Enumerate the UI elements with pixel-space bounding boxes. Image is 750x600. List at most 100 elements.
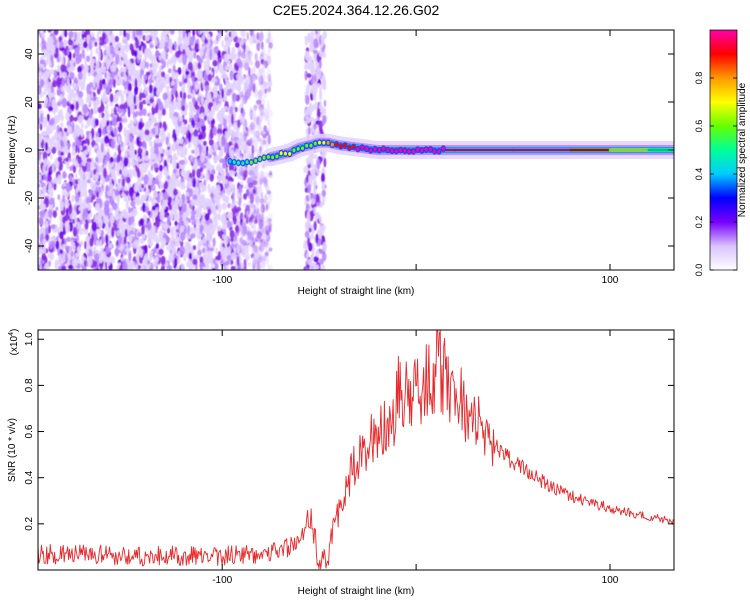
noise-speckle [214,263,219,270]
noise-speckle [255,162,260,170]
noise-speckle [38,85,42,95]
noise-speckle [171,231,175,242]
noise-speckle [40,198,44,205]
noise-speckle [67,124,71,136]
noise-speckle [255,38,259,43]
noise-speckle [220,246,226,257]
noise-speckle [132,226,136,233]
noise-speckle [65,182,71,193]
ridge-blob-core [335,142,339,147]
noise-speckle [182,66,185,76]
ridge-blob-core [352,145,356,149]
noise-speckle [182,53,187,65]
noise-speckle [83,260,87,267]
noise-speckle [175,199,179,210]
noise-speckle [165,73,171,85]
noise-speckle [194,105,200,110]
noise-speckle [166,227,171,234]
noise-speckle [193,129,199,137]
noise-speckle [96,77,100,85]
noise-speckle [225,33,229,39]
ridge-blob-core [292,148,296,153]
noise-speckle [171,71,176,78]
noise-speckle [144,253,149,261]
noise-speckle [224,57,229,63]
noise-speckle [231,136,235,145]
noise-speckle [308,227,312,233]
noise-speckle [135,156,139,167]
noise-speckle [253,209,259,216]
ridge-blob-core [301,146,304,151]
noise-speckle [213,142,218,151]
noise-speckle [313,220,317,231]
noise-speckle [249,242,254,249]
noise-speckle [114,35,120,43]
noise-speckle [94,253,100,262]
noise-speckle [136,169,141,178]
noise-speckle [199,261,204,270]
noise-speckle [268,264,273,270]
noise-speckle [154,122,160,128]
noise-speckle [208,243,212,248]
noise-speckle [202,266,206,270]
ridge-blob-core [429,147,432,152]
noise-speckle [321,264,326,270]
noise-speckle [308,242,313,252]
noise-speckle [151,205,156,211]
noise-speckle [57,179,62,185]
noise-speckle [315,194,320,203]
noise-speckle [42,238,46,247]
noise-speckle [80,191,84,198]
noise-speckle [304,230,310,238]
noise-speckle [141,225,145,235]
noise-speckle [137,50,143,60]
noise-speckle [244,79,249,88]
noise-speckle [317,239,322,244]
noise-speckle [181,193,185,203]
noise-speckle [304,111,309,121]
noise-speckle [265,250,270,257]
noise-speckle [190,214,196,221]
noise-speckle [252,188,256,194]
noise-speckle [221,88,224,99]
noise-speckle [85,96,90,104]
noise-speckle [80,204,86,210]
noise-speckle [123,89,129,95]
noise-speckle [98,30,102,35]
noise-speckle [249,106,253,118]
noise-speckle [139,238,144,245]
noise-speckle [238,76,244,82]
noise-speckle [139,218,145,226]
colorbar-label: Normalized spectral amplitude [737,82,748,217]
noise-speckle [99,239,103,247]
noise-speckle [130,135,134,143]
noise-speckle [50,154,53,160]
noise-speckle [209,247,214,252]
noise-speckle [303,166,309,174]
noise-speckle [126,176,131,184]
noise-speckle [168,177,174,187]
ridge-blob-core [394,149,398,153]
x-tick-label: 100 [602,275,619,286]
noise-speckle [207,208,212,216]
noise-speckle [250,60,254,67]
noise-speckle [134,78,138,89]
noise-speckle [172,206,177,213]
noise-speckle [162,78,167,88]
noise-speckle [154,39,158,46]
noise-speckle [142,35,146,41]
noise-speckle [247,262,251,267]
noise-speckle [174,90,178,98]
noise-speckle [194,198,200,206]
noise-speckle [127,123,132,129]
noise-speckle [304,187,309,193]
noise-speckle [201,215,206,225]
noise-speckle [242,125,246,131]
noise-speckle [232,216,237,225]
noise-speckle [144,30,148,34]
noise-speckle [315,167,320,175]
noise-speckle [196,232,202,240]
noise-speckle [56,56,60,63]
noise-speckle [114,44,119,54]
noise-speckle [48,241,54,250]
